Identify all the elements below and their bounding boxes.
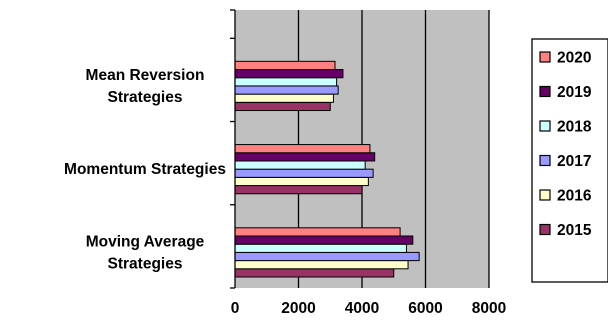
category-label: Strategies xyxy=(108,89,183,106)
bar-2017 xyxy=(234,168,374,178)
legend-swatch-2016 xyxy=(539,189,551,201)
legend-label: 2015 xyxy=(557,222,592,239)
category-labels: Moving Average Strategies Momentum Strateg… xyxy=(64,67,226,272)
x-tick-labels: 0 2000 4000 6000 8000 xyxy=(231,300,507,317)
x-tick-label: 2000 xyxy=(281,300,315,317)
bar-2015 xyxy=(234,185,363,195)
legend-label: 2018 xyxy=(557,119,592,136)
bar-2020 xyxy=(234,227,401,237)
legend-swatch-2018 xyxy=(539,120,551,132)
bar-2018 xyxy=(234,160,366,170)
category-label: Mean Reversion xyxy=(86,67,205,84)
legend-swatch-2020 xyxy=(539,51,551,63)
legend-label: 2020 xyxy=(557,50,591,67)
bar-2016 xyxy=(234,176,369,187)
bar-2020 xyxy=(234,144,371,154)
bar-2015 xyxy=(234,268,395,278)
bar-2018 xyxy=(234,243,407,253)
bar-2017 xyxy=(234,85,339,95)
y-tick-marks xyxy=(230,9,235,289)
x-tick-label: 8000 xyxy=(472,300,506,317)
x-tick-label: 4000 xyxy=(345,300,379,317)
legend-swatch-2019 xyxy=(539,85,551,98)
legend-swatch-2017 xyxy=(539,154,551,167)
bar-2019 xyxy=(234,152,376,162)
legend-label: 2019 xyxy=(557,84,592,101)
x-tick-label: 6000 xyxy=(408,300,442,317)
bar-2017 xyxy=(234,251,420,262)
bar-2015 xyxy=(234,101,331,112)
legend-label: 2016 xyxy=(557,188,592,205)
x-tick-label: 0 xyxy=(231,300,240,317)
legend-swatch-2015 xyxy=(539,223,551,236)
bar-2016 xyxy=(234,93,334,103)
bar-2016 xyxy=(234,260,409,270)
category-label: Momentum Strategies xyxy=(64,161,226,178)
bar-2018 xyxy=(234,77,338,87)
legend-items: 2020 2019 2018 2017 2016 2015 xyxy=(539,50,592,239)
category-label: Strategies xyxy=(108,255,183,272)
bar-2019 xyxy=(234,69,344,79)
category-label: Moving Average xyxy=(86,233,205,250)
bar-2020 xyxy=(234,60,336,71)
bar-2019 xyxy=(234,235,414,245)
legend: 2020 2019 2018 2017 2016 2015 xyxy=(531,38,608,283)
legend-label: 2017 xyxy=(557,153,591,170)
